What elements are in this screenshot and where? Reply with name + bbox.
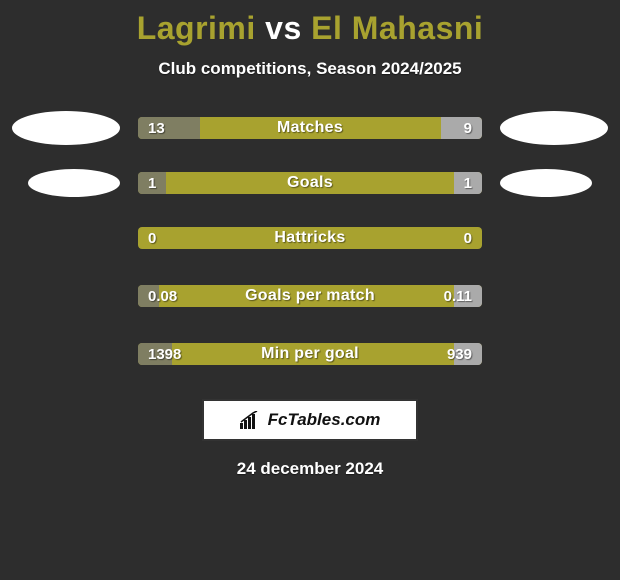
spacer: [500, 221, 608, 255]
player1-badge-small: [28, 169, 120, 197]
stat-label: Min per goal: [138, 343, 482, 365]
stat-row: 0 Hattricks 0: [0, 221, 620, 255]
spacer: [12, 221, 120, 255]
title-player1: Lagrimi: [137, 10, 256, 46]
stat-rows: 13 Matches 9 1 Goals 1 0 Hattr: [0, 111, 620, 371]
stat-bar-goals: 1 Goals 1: [138, 172, 482, 194]
stat-bar-mpg: 1398 Min per goal 939: [138, 343, 482, 365]
stat-row: 0.08 Goals per match 0.11: [0, 279, 620, 313]
stat-row: 13 Matches 9: [0, 111, 620, 145]
player2-badge: [500, 111, 608, 145]
stat-label: Hattricks: [138, 227, 482, 249]
stat-bar-gpm: 0.08 Goals per match 0.11: [138, 285, 482, 307]
stat-label: Goals per match: [138, 285, 482, 307]
subtitle: Club competitions, Season 2024/2025: [0, 59, 620, 79]
stat-row: 1 Goals 1: [0, 169, 620, 197]
comparison-card: Lagrimi vs El Mahasni Club competitions,…: [0, 0, 620, 580]
brand-text: FcTables.com: [268, 410, 381, 430]
stat-value-right: 0.11: [434, 285, 482, 307]
stat-bar-hattricks: 0 Hattricks 0: [138, 227, 482, 249]
stat-row: 1398 Min per goal 939: [0, 337, 620, 371]
stat-value-right: 0: [454, 227, 482, 249]
spacer: [500, 337, 608, 371]
chart-icon: [240, 411, 262, 429]
stat-bar-matches: 13 Matches 9: [138, 117, 482, 139]
stat-label: Matches: [138, 117, 482, 139]
brand-box: FcTables.com: [202, 399, 418, 441]
spacer: [500, 279, 608, 313]
player2-badge-small: [500, 169, 592, 197]
title-player2: El Mahasni: [311, 10, 483, 46]
title-vs: vs: [256, 10, 311, 46]
stat-label: Goals: [138, 172, 482, 194]
player1-badge: [12, 111, 120, 145]
stat-value-right: 939: [437, 343, 482, 365]
date-text: 24 december 2024: [0, 459, 620, 479]
spacer: [12, 279, 120, 313]
page-title: Lagrimi vs El Mahasni: [0, 0, 620, 47]
stat-value-right: 1: [454, 172, 482, 194]
spacer: [12, 337, 120, 371]
stat-value-right: 9: [454, 117, 482, 139]
